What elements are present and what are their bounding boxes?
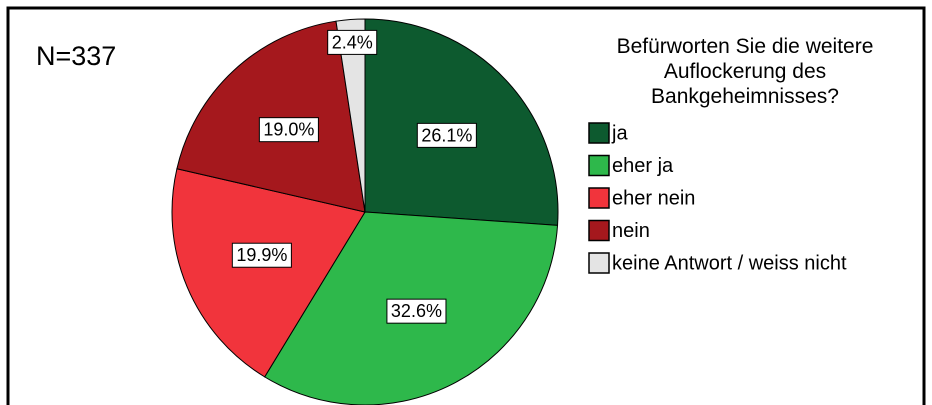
legend-swatch <box>588 122 610 144</box>
data-label-box <box>386 298 447 324</box>
legend-label: eher nein <box>612 187 695 209</box>
data-label: 32.6% <box>391 301 442 321</box>
legend-swatch <box>588 154 610 177</box>
legend-label: keine Antwort / weiss nicht <box>612 252 847 274</box>
data-label-box <box>231 242 292 268</box>
data-label: 26.1% <box>421 125 472 145</box>
data-label: 2.4% <box>332 32 373 52</box>
annotation: N=337 <box>36 41 116 71</box>
data-label-box <box>327 29 378 55</box>
legend-swatch <box>588 187 610 209</box>
frame <box>6 6 926 405</box>
legend-swatch <box>588 219 610 242</box>
pie-slice <box>176 20 366 213</box>
legend-label: nein <box>612 220 650 242</box>
legend-label: eher ja <box>612 155 674 177</box>
legend-label: ja <box>611 122 628 144</box>
legend-swatch <box>588 252 610 274</box>
data-label: 19.9% <box>236 245 287 265</box>
legend-title: Befürworten Sie die weitere Auflockerung… <box>616 35 874 108</box>
pie-slice <box>171 168 366 378</box>
data-label-box <box>258 117 319 143</box>
data-label-box <box>416 122 477 148</box>
data-label: 19.0% <box>263 120 314 140</box>
pie-slice <box>335 18 366 213</box>
pie-slice <box>364 18 559 226</box>
